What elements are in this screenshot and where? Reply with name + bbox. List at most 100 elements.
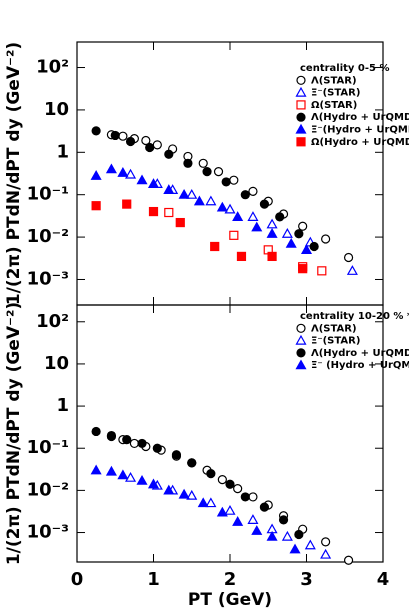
point	[210, 241, 220, 252]
point	[251, 221, 263, 232]
point	[164, 149, 174, 159]
point	[91, 126, 101, 136]
legend-marker	[295, 334, 307, 345]
point	[216, 506, 228, 517]
point	[281, 530, 293, 541]
point	[213, 167, 224, 177]
point	[171, 450, 182, 460]
x-tick-label: 3	[300, 569, 313, 590]
legend-label: Λ(Hydro + UrQMD)	[311, 348, 409, 359]
point	[137, 438, 147, 449]
point	[122, 199, 132, 209]
point	[152, 443, 162, 453]
point	[285, 237, 297, 248]
legend-label: Ξ⁻(STAR)	[311, 336, 360, 347]
point	[163, 184, 175, 194]
x-tick-label: 0	[71, 569, 84, 590]
point	[106, 430, 117, 441]
point	[129, 438, 139, 449]
y-tick-label: 10⁻³	[27, 522, 69, 543]
point	[125, 168, 137, 179]
point	[90, 170, 102, 180]
point	[125, 136, 136, 147]
x-tick-label: 4	[377, 569, 390, 590]
point	[281, 228, 293, 238]
legend-label: Λ(Hydro + UrQMD)	[311, 112, 409, 123]
legend-marker	[296, 323, 306, 333]
point	[266, 530, 278, 541]
legend-label: Ω(STAR)	[311, 100, 357, 111]
legend-label: Ξ⁻(STAR)	[311, 88, 360, 99]
point	[163, 484, 175, 495]
point	[205, 195, 217, 206]
point	[117, 469, 129, 480]
point	[304, 539, 316, 550]
point	[145, 142, 155, 153]
legend-label: Ξ⁻ (Hydro + UrQMD)	[311, 360, 409, 371]
point	[321, 537, 331, 547]
point	[105, 163, 117, 174]
point	[148, 206, 159, 217]
point	[198, 158, 208, 168]
legend-title: centrality 10-20 % * 10⁻¹	[300, 311, 409, 322]
y-tick-label: 10	[44, 99, 69, 120]
point	[259, 199, 270, 209]
point	[236, 251, 247, 262]
x-axis-label: PT (GeV)	[188, 590, 272, 610]
point	[164, 207, 174, 218]
point	[125, 471, 137, 482]
y-tick-label: 10²	[36, 311, 69, 332]
point	[90, 464, 102, 475]
point	[248, 186, 258, 196]
point	[178, 188, 190, 199]
point	[110, 130, 120, 141]
legend-title: centrality 0-5 %	[300, 63, 390, 74]
legend-marker	[295, 123, 307, 134]
y-tick-label: 10⁻²	[27, 479, 69, 500]
point	[216, 201, 228, 212]
point	[294, 529, 304, 540]
point	[321, 234, 331, 244]
legend-label: Ξ⁻(Hydro + UrQMD)	[311, 125, 409, 136]
legend-marker	[295, 86, 307, 97]
point	[266, 228, 278, 238]
point	[178, 488, 190, 499]
point	[248, 492, 258, 502]
point	[91, 201, 101, 211]
point	[298, 221, 308, 231]
y-tick-label: 10	[44, 353, 69, 374]
point	[152, 140, 162, 150]
point	[247, 211, 259, 221]
point	[275, 212, 285, 222]
y-tick-label: 10²	[36, 57, 69, 78]
point	[91, 426, 101, 437]
point	[205, 497, 217, 508]
point	[183, 158, 193, 168]
point	[117, 166, 129, 177]
y-tick-label: 10⁻²	[27, 226, 69, 247]
point	[136, 174, 148, 185]
point	[232, 516, 244, 526]
y-tick-label: 10⁻³	[27, 268, 69, 289]
legend-marker	[296, 137, 306, 147]
point	[197, 497, 209, 508]
point	[259, 502, 270, 512]
legend-marker	[296, 100, 306, 110]
legend-marker	[296, 348, 306, 358]
point	[187, 458, 197, 468]
point	[298, 264, 308, 274]
y-axis-label: 1/(2π) PTdN/dPT dy (GeV⁻²)	[4, 302, 24, 565]
point	[300, 244, 313, 254]
legend-marker	[296, 75, 306, 85]
x-tick-label: 1	[147, 569, 160, 590]
point	[193, 195, 205, 206]
point	[186, 489, 198, 500]
point	[147, 478, 160, 489]
point	[343, 555, 354, 565]
legend-marker	[296, 112, 306, 122]
point	[320, 548, 332, 559]
point	[147, 178, 160, 188]
point	[217, 475, 227, 485]
point	[229, 175, 239, 185]
